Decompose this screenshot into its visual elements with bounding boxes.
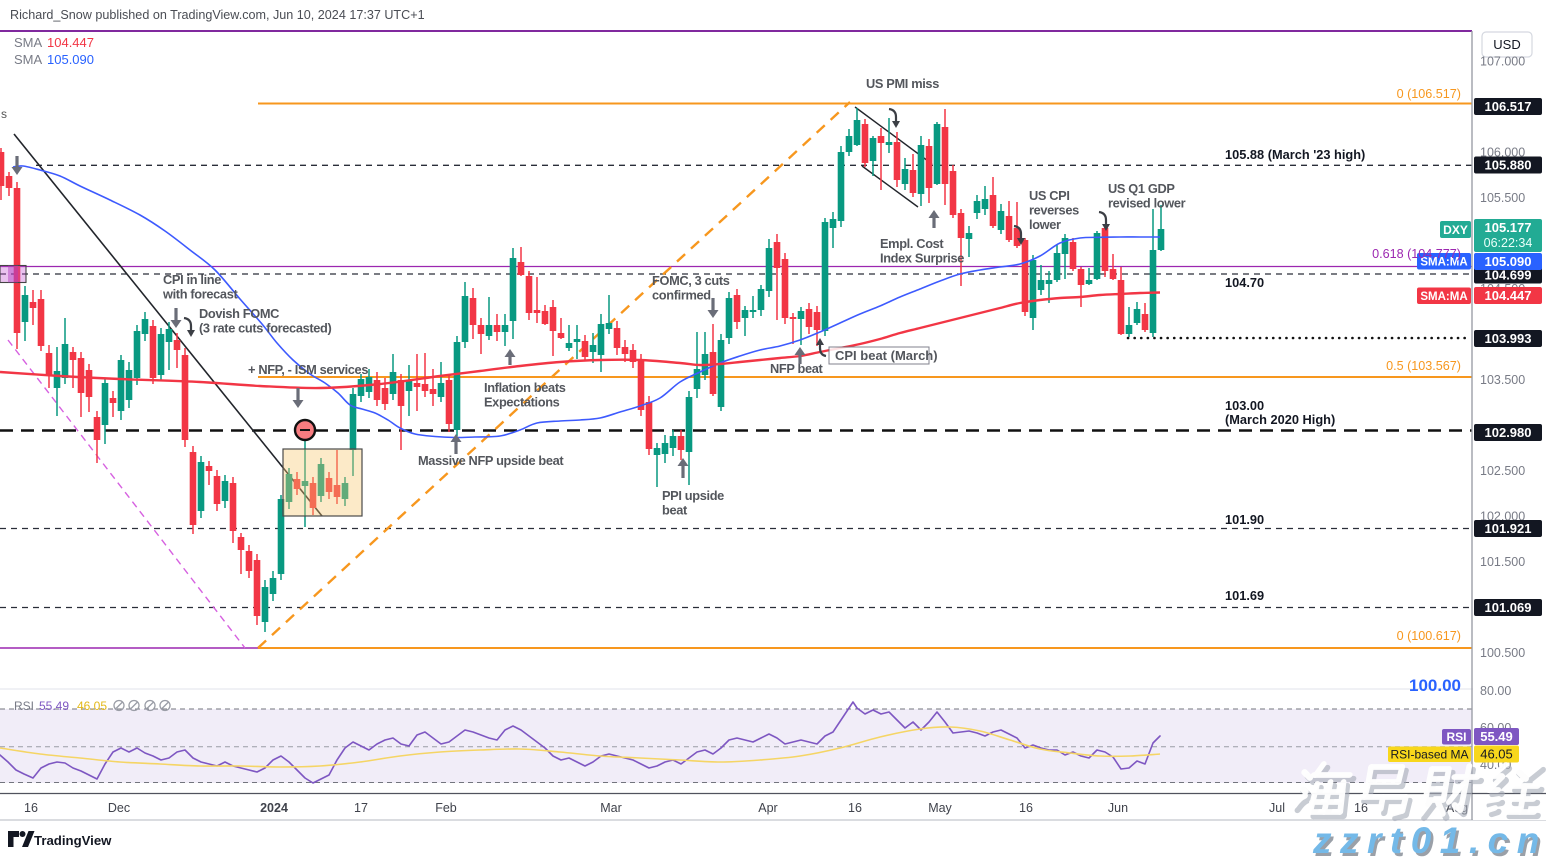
svg-text:USD: USD bbox=[1493, 37, 1520, 52]
svg-text:Massive NFP upside beat: Massive NFP upside beat bbox=[418, 453, 564, 468]
svg-text:103.500: 103.500 bbox=[1480, 373, 1525, 387]
svg-text:100.500: 100.500 bbox=[1480, 646, 1525, 660]
svg-text:0.618 (104.777): 0.618 (104.777) bbox=[1372, 247, 1461, 261]
svg-text:106.517: 106.517 bbox=[1485, 99, 1532, 114]
svg-text:zzrt01.cn: zzrt01.cn bbox=[1315, 823, 1546, 857]
svg-text:Jun: Jun bbox=[1108, 801, 1128, 815]
svg-text:105.177: 105.177 bbox=[1485, 220, 1532, 235]
svg-text:0.5 (103.567): 0.5 (103.567) bbox=[1386, 359, 1461, 373]
svg-text:Apr: Apr bbox=[758, 801, 777, 815]
svg-text:0 (100.617): 0 (100.617) bbox=[1397, 629, 1461, 643]
svg-text:101.069: 101.069 bbox=[1485, 600, 1532, 615]
svg-text:CPI beat (March): CPI beat (March) bbox=[835, 348, 938, 363]
svg-text:RSI: RSI bbox=[1446, 730, 1466, 744]
svg-text:Dec: Dec bbox=[108, 801, 130, 815]
svg-text:PPI upside: PPI upside bbox=[662, 488, 724, 503]
svg-text:55.49: 55.49 bbox=[39, 699, 69, 713]
svg-text:Empl. Cost: Empl. Cost bbox=[880, 236, 944, 251]
svg-text:s: s bbox=[1, 107, 7, 121]
svg-text:102.500: 102.500 bbox=[1480, 464, 1525, 478]
svg-text:DXY: DXY bbox=[1443, 223, 1468, 237]
svg-text:104.699: 104.699 bbox=[1485, 268, 1532, 283]
svg-text:101.921: 101.921 bbox=[1485, 521, 1532, 536]
svg-text:46.05: 46.05 bbox=[1480, 747, 1513, 762]
svg-text:Inflation beats: Inflation beats bbox=[484, 380, 566, 395]
svg-text:confirmed: confirmed bbox=[652, 288, 711, 303]
svg-text:US Q1 GDP: US Q1 GDP bbox=[1108, 181, 1175, 196]
svg-text:101.500: 101.500 bbox=[1480, 555, 1525, 569]
svg-text:reverses: reverses bbox=[1029, 203, 1079, 218]
svg-text:NFP beat: NFP beat bbox=[770, 361, 824, 376]
svg-text:beat: beat bbox=[662, 503, 688, 518]
svg-text:103.993: 103.993 bbox=[1485, 331, 1532, 346]
svg-text:(March 2020 High): (March 2020 High) bbox=[1225, 412, 1335, 427]
svg-text:105.090: 105.090 bbox=[47, 52, 94, 67]
svg-text:+ NFP, - ISM services: + NFP, - ISM services bbox=[248, 362, 368, 377]
svg-text:107.000: 107.000 bbox=[1480, 55, 1525, 69]
svg-text:17: 17 bbox=[354, 801, 368, 815]
svg-text:103.00: 103.00 bbox=[1225, 398, 1264, 413]
svg-text:SMA: SMA bbox=[14, 52, 43, 67]
svg-text:100.00: 100.00 bbox=[1409, 676, 1461, 695]
svg-text:104.447: 104.447 bbox=[47, 35, 94, 50]
svg-text:2024: 2024 bbox=[260, 801, 288, 815]
svg-text:Richard_Snow published on Trad: Richard_Snow published on TradingView.co… bbox=[10, 8, 425, 22]
svg-text:RSI: RSI bbox=[14, 699, 34, 713]
svg-text:16: 16 bbox=[24, 801, 38, 815]
svg-text:46.05: 46.05 bbox=[77, 699, 107, 713]
svg-text:revised lower: revised lower bbox=[1108, 196, 1186, 211]
svg-text:102.980: 102.980 bbox=[1485, 425, 1532, 440]
svg-text:Dovish FOMC: Dovish FOMC bbox=[199, 306, 279, 321]
svg-text:RSI-based MA: RSI-based MA bbox=[1390, 748, 1468, 762]
svg-text:104.70: 104.70 bbox=[1225, 275, 1264, 290]
svg-text:US PMI miss: US PMI miss bbox=[866, 76, 939, 91]
svg-text:TradingView: TradingView bbox=[34, 833, 112, 848]
svg-text:Feb: Feb bbox=[435, 801, 457, 815]
svg-text:80.00: 80.00 bbox=[1480, 684, 1511, 698]
svg-text:106.000: 106.000 bbox=[1480, 146, 1525, 160]
svg-text:lower: lower bbox=[1029, 217, 1061, 232]
svg-text:SMA:MA: SMA:MA bbox=[1420, 291, 1467, 303]
svg-text:May: May bbox=[928, 801, 952, 815]
svg-text:FOMC, 3 cuts: FOMC, 3 cuts bbox=[652, 273, 730, 288]
svg-text:16: 16 bbox=[1019, 801, 1033, 815]
svg-text:105.090: 105.090 bbox=[1485, 254, 1532, 269]
svg-text:105.500: 105.500 bbox=[1480, 191, 1525, 205]
svg-text:Jul: Jul bbox=[1269, 801, 1285, 815]
svg-text:16: 16 bbox=[848, 801, 862, 815]
svg-text:(3 rate cuts forecasted): (3 rate cuts forecasted) bbox=[199, 321, 332, 336]
svg-text:0 (106.517): 0 (106.517) bbox=[1397, 87, 1461, 101]
svg-text:101.90: 101.90 bbox=[1225, 512, 1264, 527]
svg-text:101.69: 101.69 bbox=[1225, 588, 1264, 603]
svg-text:US CPI: US CPI bbox=[1029, 188, 1070, 203]
svg-text:55.49: 55.49 bbox=[1480, 729, 1513, 744]
svg-text:06:22:34: 06:22:34 bbox=[1484, 236, 1533, 250]
svg-text:Index Surprise: Index Surprise bbox=[880, 251, 964, 266]
svg-text:with forecast: with forecast bbox=[162, 287, 238, 302]
svg-text:104.447: 104.447 bbox=[1485, 288, 1532, 303]
svg-text:105.88 (March '23 high): 105.88 (March '23 high) bbox=[1225, 147, 1365, 162]
svg-text:SMA:MA: SMA:MA bbox=[1420, 257, 1467, 269]
svg-text:zzrt01.cn: zzrt01.cn bbox=[1312, 820, 1546, 857]
svg-text:16: 16 bbox=[1354, 801, 1368, 815]
svg-text:Mar: Mar bbox=[600, 801, 622, 815]
svg-text:Expectations: Expectations bbox=[484, 395, 560, 410]
svg-text:CPI in line: CPI in line bbox=[163, 272, 221, 287]
svg-text:SMA: SMA bbox=[14, 35, 43, 50]
svg-text:105.880: 105.880 bbox=[1485, 158, 1532, 173]
